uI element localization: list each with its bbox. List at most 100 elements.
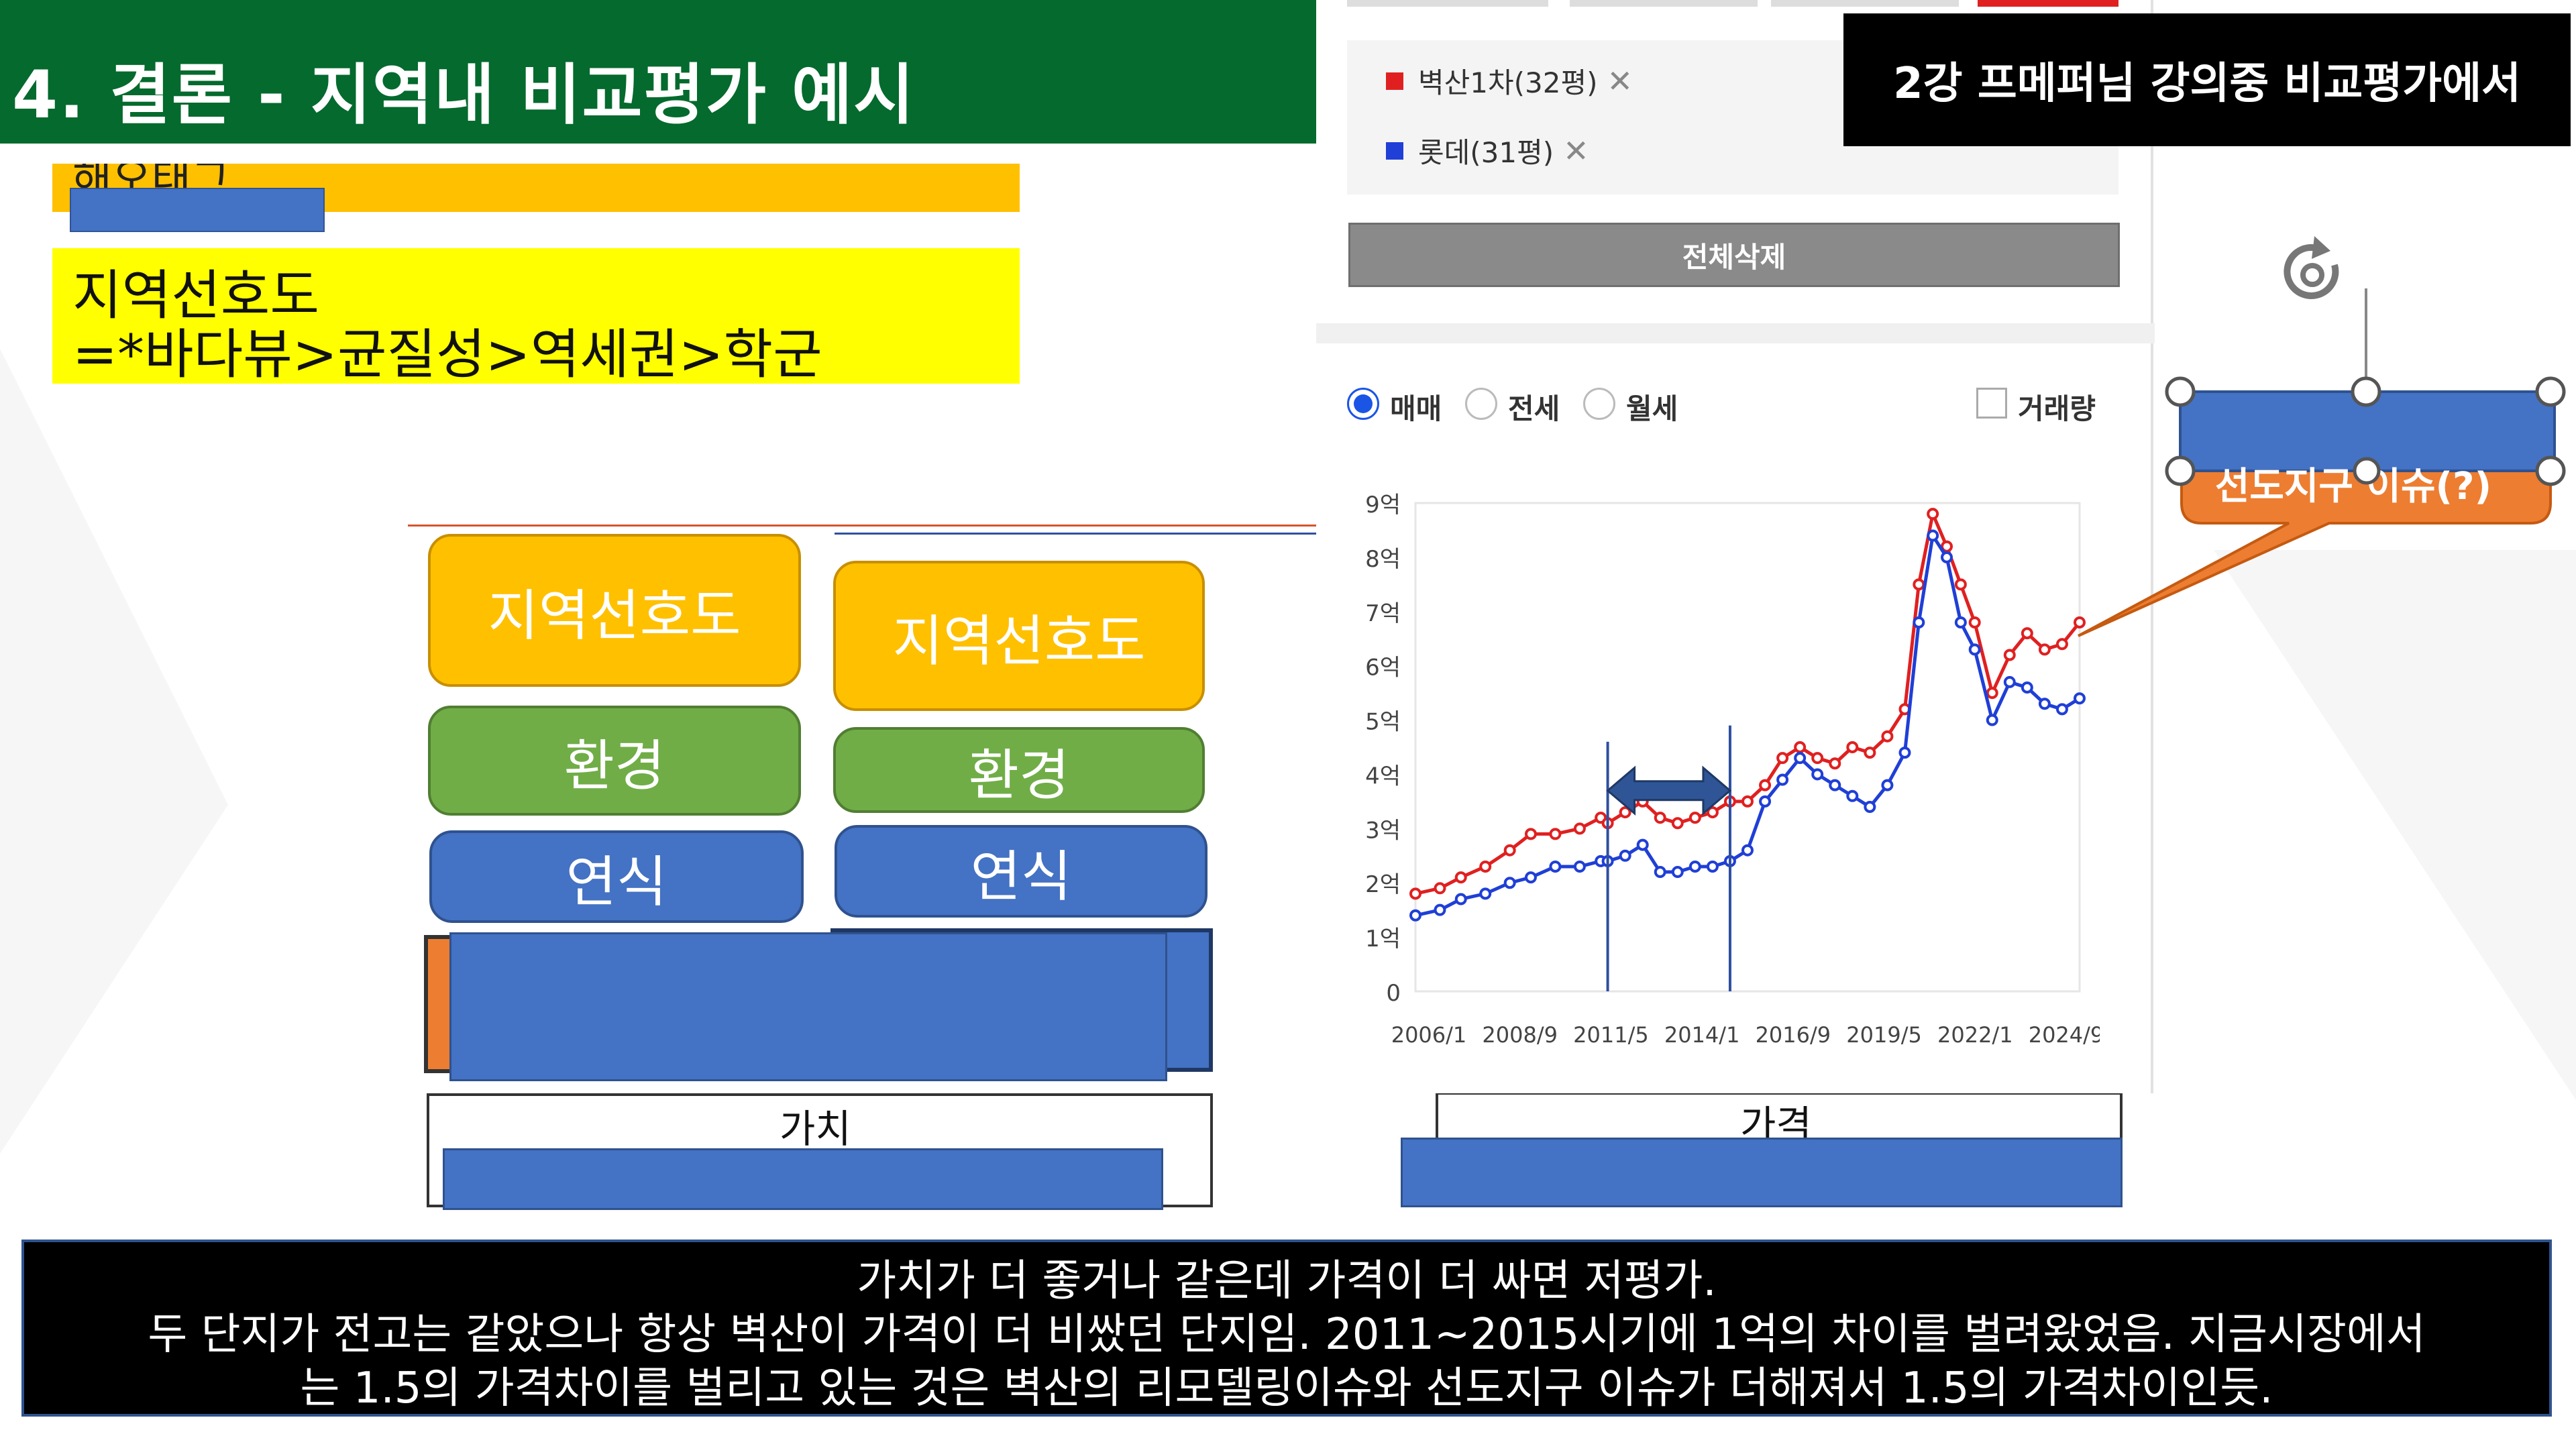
rotate-handle-icon[interactable] [2284,236,2339,299]
explanation-line-3: 는 1.5의 가격차이를 벌리고 있는 것은 벽산의 리모델링이슈와 선도지구 … [300,1364,2273,1413]
series-2-point [1688,860,1701,873]
selected-item-1: 벽산1차(32평) ✕ [1386,60,1633,101]
series-1-point [1759,779,1772,791]
value-label-cover[interactable] [443,1148,1163,1210]
series-1-point [1881,730,1894,742]
right-pref-block[interactable]: 지역선호도 [833,561,1205,711]
series-2-point [1986,714,1998,726]
series-1-point [1409,887,1421,900]
tag-cover-shape[interactable] [70,188,325,232]
x-tick-label: 2016/9 [1756,1022,1831,1048]
series-1-point [1794,741,1807,753]
y-tick-label: 9억 [1365,492,1401,518]
left-age-block[interactable]: 연식 [429,830,804,923]
x-tick-label: 2006/1 [1391,1022,1467,1048]
series-1-point [1654,812,1666,824]
reference-line-red [408,525,2011,527]
series-1-point [1549,828,1562,840]
series-1-point [1986,687,1998,700]
series-1-point [1829,757,1841,770]
radio-sale-label: 매매 [1390,392,1442,425]
callout-center-handle[interactable] [2352,456,2381,486]
radio-monthly-label: 월세 [1626,392,1678,425]
series-2-point [1846,789,1859,802]
series-1-point [2003,649,2016,661]
delete-all-button[interactable]: 전체삭제 [1348,223,2120,287]
series-1-point [1864,747,1876,759]
series-2-point [1759,795,1772,808]
series-1-point [1688,812,1701,824]
series-1-point [1927,508,1939,520]
source-banner: 2강 프메퍼님 강의중 비교평가에서 [1843,13,2571,146]
period-double-arrow-icon [1606,765,1732,816]
right-env-block[interactable]: 환경 [833,727,1205,813]
series-1-color-square [1386,72,1403,90]
series-1-point [2021,627,2033,640]
radio-monthly[interactable] [1583,388,1615,420]
series-2-point [1968,643,1981,656]
series-2-point [1654,866,1666,879]
y-tick-label: 5억 [1365,709,1401,736]
remove-item-2-icon[interactable]: ✕ [1563,132,1589,169]
series-1-point [1434,882,1446,895]
left-pref-block[interactable]: 지역선호도 [428,534,801,687]
series-2-point [2003,675,2016,688]
y-tick-label: 6억 [1365,655,1401,681]
series-2-point [1619,849,1631,862]
series-2-point [1454,893,1467,905]
tab-strip-3 [1771,0,1959,7]
series-2-point [1434,903,1446,916]
series-1-point [1954,578,1967,591]
radio-sale[interactable] [1347,388,1379,420]
series-1-point [1503,844,1516,857]
series-2-point [1864,800,1876,813]
series-2-point [1811,768,1824,781]
callout-shape[interactable] [2073,228,2576,657]
resize-handle-ml [2165,455,2196,486]
series-1-point [1524,828,1537,840]
series-1-point [1573,822,1586,835]
slide-title: 4. 결론 - 지역내 비교평가 예시 [12,57,916,133]
x-tick-label: 2024/9 [2029,1022,2100,1048]
y-tick-label: 8억 [1365,546,1401,573]
selected-item-2-label: 롯데(31평) [1418,136,1554,169]
value-label: 가치 [780,1106,851,1152]
radio-jeonse-label: 전세 [1508,392,1560,425]
preference-title: 지역선호도 [72,264,319,327]
series-2-point [1898,747,1911,759]
series-1-point [1706,806,1719,819]
x-tick-label: 2022/1 [1937,1022,2013,1048]
resize-handle-tl [2165,376,2196,407]
volume-checkbox[interactable] [1976,388,2007,419]
series-1-point [1968,616,1981,628]
right-age-block[interactable]: 연식 [835,825,1208,918]
series-2-point [1794,752,1807,765]
tab-strip-4 [1978,0,2118,7]
series-1-point [2055,638,2068,651]
value-cover-block[interactable] [449,932,1167,1081]
y-tick-label: 1억 [1365,926,1401,952]
plot-frame [1414,502,2081,993]
price-cover-block[interactable] [1401,1138,2123,1207]
radio-jeonse[interactable] [1465,388,1497,420]
series-2-point [1573,860,1586,873]
panel-divider [2151,0,2153,1093]
series-1-point [1671,817,1684,830]
panel-separator [1316,323,2155,343]
series-2-point [1636,838,1649,851]
remove-item-1-icon[interactable]: ✕ [1607,62,1633,99]
x-tick-label: 2019/5 [1846,1022,1922,1048]
resize-handle-tm [2351,376,2381,407]
left-env-block[interactable]: 환경 [428,706,801,816]
explanation-line-2: 두 단지가 전고는 같았으나 항상 벽산이 가격이 더 비쌌던 단지임. 201… [148,1310,2426,1360]
explanation-box: 가치가 더 좋거나 같은데 가격이 더 싸면 저평가. 두 단지가 전고는 같았… [21,1240,2552,1417]
series-line-1 [1415,508,2081,895]
series-2-point [1549,860,1562,873]
series-1-point [1941,540,1953,553]
series-1-point [1479,860,1492,873]
series-2-point [2038,698,2051,710]
x-tick-label: 2011/5 [1573,1022,1649,1048]
series-2-point [1706,860,1719,873]
series-1-point [1619,806,1631,819]
